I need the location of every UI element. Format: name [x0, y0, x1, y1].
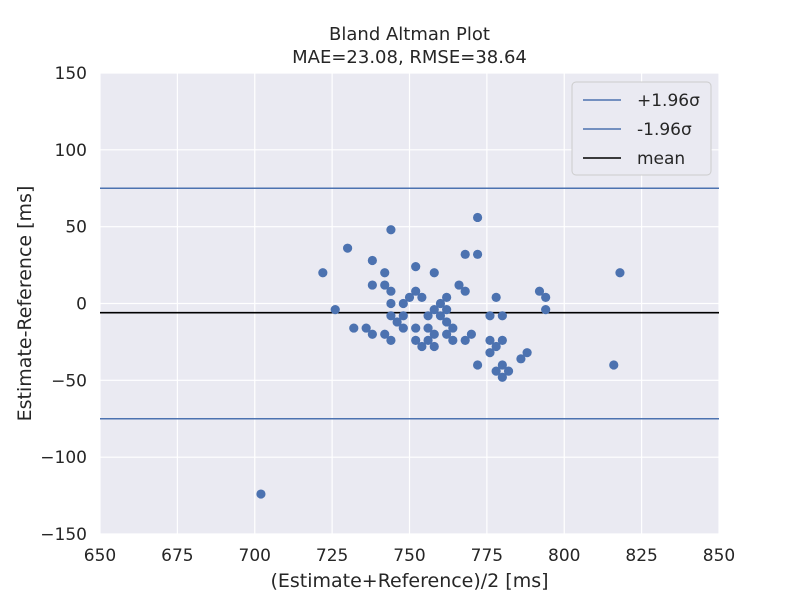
data-point — [435, 311, 446, 321]
data-point — [411, 286, 421, 296]
legend-box — [571, 81, 712, 176]
data-point — [485, 311, 495, 321]
data-point — [541, 292, 551, 302]
data-point — [503, 366, 514, 376]
y-tick-label: 0 — [76, 295, 87, 315]
x-tick-label: 850 — [703, 546, 735, 566]
data-point — [497, 360, 507, 370]
data-point — [472, 360, 483, 370]
data-point — [398, 298, 408, 309]
data-point — [497, 335, 507, 345]
data-point — [497, 311, 507, 321]
y-tick-label: −100 — [40, 448, 87, 468]
data-point — [435, 298, 446, 309]
data-point — [380, 268, 390, 278]
y-tick-label: −150 — [40, 525, 87, 545]
data-point — [343, 243, 353, 253]
data-point — [485, 335, 495, 345]
data-point — [429, 329, 439, 339]
data-points — [256, 212, 625, 499]
data-point — [429, 268, 439, 278]
tick-labels: 650 675 700 725 750 775 800 825 850 150 100 50 0 −50 −… — [40, 64, 735, 566]
data-point — [541, 305, 551, 315]
data-point — [367, 255, 377, 266]
legend-item-mean-label: mean — [637, 149, 685, 169]
data-point — [398, 323, 408, 333]
data-point — [442, 305, 452, 315]
data-point — [349, 323, 359, 333]
data-point — [460, 249, 470, 259]
data-point — [429, 341, 439, 352]
legend-item-upper-label: +1.96σ — [637, 91, 700, 111]
chart-subtitle: MAE=23.08, RMSE=38.64 — [292, 47, 527, 68]
data-point — [448, 335, 458, 345]
data-point — [609, 360, 619, 370]
data-point — [615, 268, 625, 278]
data-point — [398, 311, 408, 321]
data-point — [386, 335, 396, 345]
data-point — [466, 329, 476, 339]
data-point — [423, 323, 433, 333]
data-point — [491, 366, 501, 376]
data-point — [472, 212, 483, 223]
data-point — [491, 341, 501, 352]
data-point — [386, 311, 396, 321]
chart-title: Bland Altman Plot — [329, 24, 490, 45]
data-point — [442, 329, 452, 339]
data-point — [454, 280, 464, 290]
data-point — [330, 305, 340, 315]
x-tick-label: 825 — [625, 546, 657, 566]
x-tick-label: 725 — [316, 546, 348, 566]
data-point — [497, 372, 507, 382]
x-tick-label: 700 — [239, 546, 271, 566]
data-point — [411, 323, 421, 333]
data-point — [318, 268, 328, 278]
x-axis-label: (Estimate+Reference)/2 [ms] — [270, 570, 548, 592]
legend-item-lower-label: -1.96σ — [637, 120, 692, 140]
reference-lines — [100, 187, 719, 420]
data-point — [442, 292, 452, 302]
data-point — [386, 298, 396, 309]
data-point — [423, 311, 433, 321]
data-point — [404, 292, 415, 302]
y-axis-label: Estimate-Reference [ms] — [14, 186, 36, 422]
legend: +1.96σ -1.96σ mean — [571, 81, 712, 176]
y-tick-label: 50 — [65, 218, 87, 238]
data-point — [448, 323, 458, 333]
x-tick-label: 750 — [393, 546, 425, 566]
data-point — [417, 292, 427, 302]
data-point — [256, 489, 266, 499]
x-tick-label: 675 — [161, 546, 193, 566]
data-point — [472, 249, 483, 259]
data-point — [429, 305, 439, 315]
data-point — [491, 292, 501, 302]
data-point — [380, 280, 390, 290]
y-tick-label: 150 — [55, 64, 87, 84]
data-point — [386, 286, 396, 296]
x-tick-label: 650 — [84, 546, 116, 566]
data-point — [386, 225, 396, 235]
x-tick-label: 800 — [548, 546, 580, 566]
y-tick-label: −50 — [51, 371, 87, 391]
data-point — [392, 317, 402, 327]
data-point — [411, 262, 421, 272]
data-point — [460, 335, 470, 345]
data-point — [367, 329, 377, 339]
x-tick-label: 775 — [471, 546, 503, 566]
data-point — [417, 341, 427, 352]
data-point — [534, 286, 545, 296]
data-point — [460, 286, 470, 296]
y-tick-label: 100 — [55, 141, 87, 161]
data-point — [361, 323, 371, 333]
data-point — [522, 348, 532, 358]
data-point — [485, 348, 495, 358]
data-point — [442, 317, 452, 327]
data-point — [411, 335, 421, 345]
data-point — [423, 335, 433, 345]
data-point — [367, 280, 377, 290]
data-point — [380, 329, 390, 339]
data-point — [516, 354, 526, 364]
